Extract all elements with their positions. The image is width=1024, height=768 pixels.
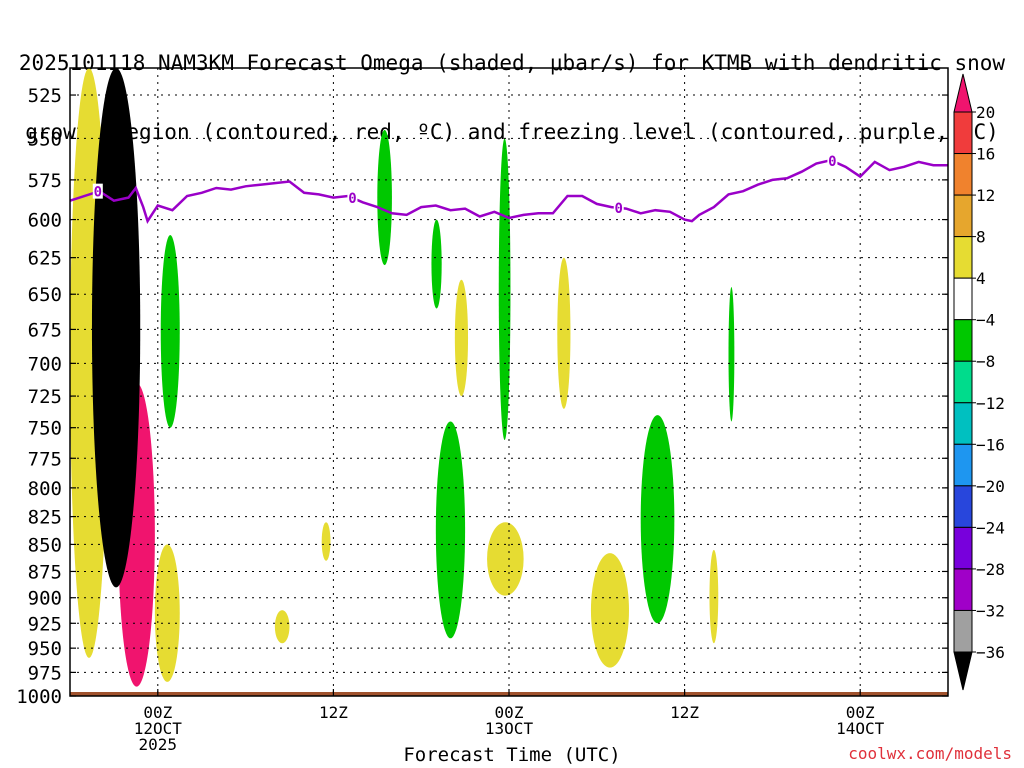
omega-region-8 [557,257,571,409]
freezing-level-label-bg [613,199,624,215]
colorbar-top-triangle [953,73,973,113]
colorbar-band [953,443,973,487]
omega-shading-layer [70,68,735,687]
colorbar-band [953,485,973,528]
y-tick-label: 550 [28,128,62,150]
colorbar-label: −24 [976,518,1005,537]
y-tick-label: 975 [28,662,62,684]
colorbar-band [953,194,973,238]
colorbar-band [953,236,973,279]
colorbar-label: −8 [976,352,995,371]
y-tick-label: 725 [28,386,62,408]
x-tick-label: 12Z [319,703,348,722]
y-tick-label: 625 [28,248,62,270]
freezing-level-layer: 0 0 0 0 [69,152,948,224]
x-tick-label: 13OCT [485,719,534,738]
omega-region-12 [377,129,392,266]
freezing-level-line [69,158,948,224]
omega-region-5 [321,522,331,561]
y-tick-label: 875 [28,561,62,583]
colorbar-label: −28 [976,560,1005,579]
freezing-level-label: 0 [94,185,102,201]
y-tick-label: 850 [28,534,62,556]
colorbar-band [953,319,973,362]
colorbar-band [953,609,973,653]
site-credit: coolwx.com/models [848,744,1012,763]
omega-region-14 [435,421,466,639]
colorbar-label: −4 [976,311,995,330]
y-tick-label: 575 [28,170,62,192]
colorbar-label: 16 [976,145,995,164]
omega-region-18 [91,68,141,588]
freezing-level-label: 0 [828,154,836,170]
colorbar-label: −12 [976,394,1005,413]
x-tick-label: 00Z [143,703,172,722]
freezing-level-label-bg [347,189,358,205]
omega-region-3 [154,544,180,682]
x-tick-label: 14OCT [836,719,885,738]
omega-region-13 [431,219,442,309]
colorbar-label: −32 [976,601,1005,620]
colorbar-band [953,526,973,570]
y-tick-label: 525 [28,85,62,107]
omega-region-10 [709,549,719,644]
colorbar-label: −20 [976,477,1005,496]
y-tick-label: 750 [28,418,62,440]
y-axis-ticks: 525 550 575 600 625 650 675 700 725 750 775 800 825 8… [16,85,948,708]
y-tick-label: 700 [28,353,62,375]
y-tick-label: 825 [28,507,62,529]
colorbar-band [953,153,973,196]
omega-region-9 [590,553,629,668]
colorbar-label: −36 [976,643,1005,662]
x-tick-label: 2025 [139,735,178,754]
x-axis-label: Forecast Time (UTC) [403,744,621,766]
y-tick-label: 675 [28,319,62,341]
omega-region-4 [274,610,290,644]
omega-colorbar: 20 16 12 8 4 −4 −8 −12 −16 −20 −24 −28 −32 −36 [953,73,1005,691]
freezing-level-label: 0 [615,201,623,217]
omega-region-17 [728,287,735,422]
y-tick-label: 925 [28,613,62,635]
colorbar-band [953,111,973,155]
omega-region-6 [454,279,469,397]
freezing-level-label: 0 [348,191,356,207]
colorbar-label: 20 [976,103,995,122]
y-tick-label: 1000 [16,686,62,708]
freezing-level-label-bg [827,152,838,168]
y-tick-label: 775 [28,448,62,470]
colorbar-band [953,360,973,404]
colorbar-label: 8 [976,228,986,247]
colorbar-band [953,277,973,321]
y-tick-label: 900 [28,588,62,610]
colorbar-band [953,568,973,611]
y-tick-label: 950 [28,638,62,660]
x-tick-label: 00Z [495,703,524,722]
colorbar-bottom-triangle [953,651,973,691]
colorbar-label: −16 [976,435,1005,454]
chart-title-line-2: growth region (contoured, red, ºC) and f… [25,120,999,144]
y-tick-label: 800 [28,478,62,500]
x-tick-label: 12OCT [134,719,183,738]
colorbar-label: 12 [976,186,995,205]
colorbar-label: 4 [976,269,986,288]
y-tick-label: 650 [28,284,62,306]
x-tick-label: 12Z [670,703,699,722]
omega-region-16 [640,415,675,624]
omega-region-15 [498,138,511,441]
freezing-level-label-bg [92,183,103,199]
omega-region-7 [487,522,524,596]
x-tick-label: 00Z [846,703,875,722]
y-tick-label: 600 [28,210,62,232]
colorbar-band [953,402,973,445]
omega-region-11 [160,234,180,428]
